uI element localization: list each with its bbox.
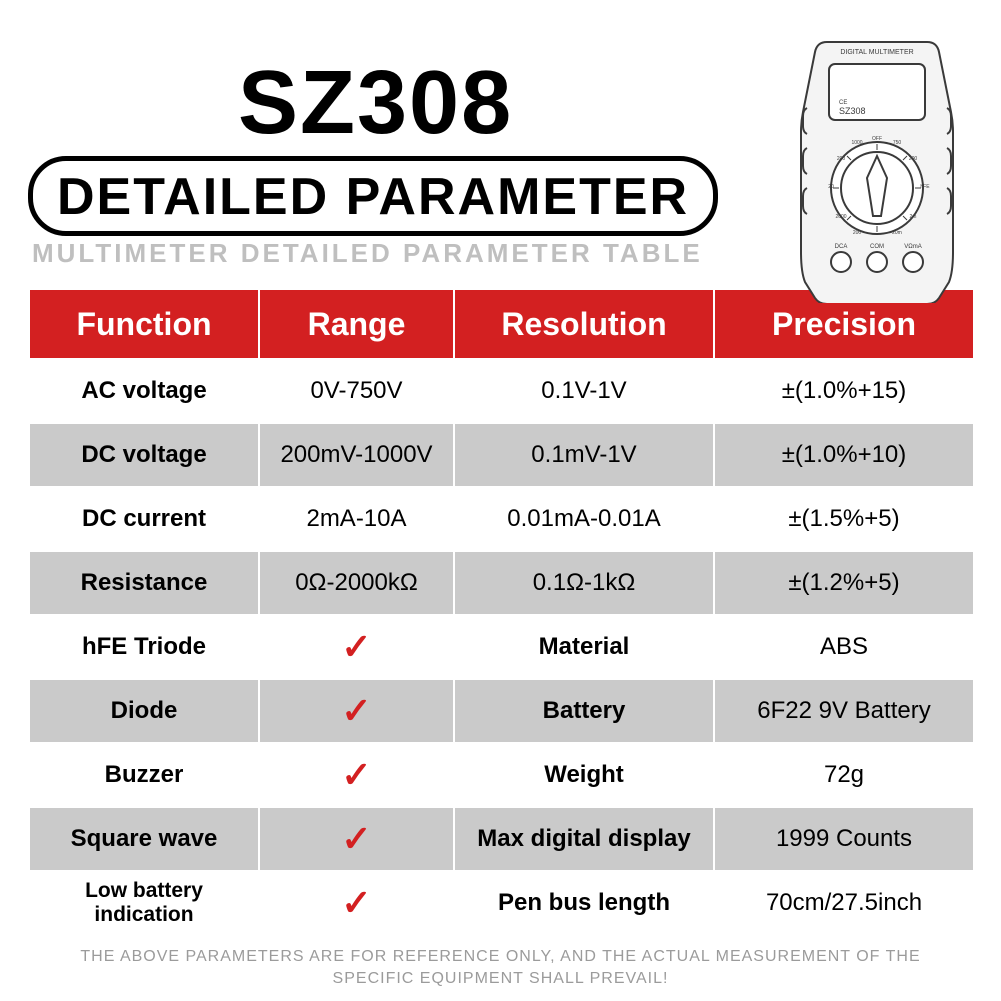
table-row: DC voltage 200mV-1000V 0.1mV-1V ±(1.0%+1… — [29, 423, 974, 487]
svg-text:COM: COM — [870, 244, 884, 250]
svg-text:200: 200 — [837, 156, 846, 162]
header: SZ308 DETAILED PARAMETER MULTIMETER DETA… — [28, 28, 973, 288]
svg-text:200: 200 — [909, 156, 918, 162]
cell-precision: ±(1.0%+15) — [714, 359, 974, 423]
svg-text:VΩmA: VΩmA — [904, 244, 922, 250]
checkmark-icon: ✓ — [341, 690, 371, 731]
svg-text:OFF: OFF — [872, 136, 882, 142]
cell-resolution-label: Battery — [454, 679, 714, 743]
svg-text:750: 750 — [893, 140, 902, 146]
cell-precision: 70cm/27.5inch — [714, 871, 974, 935]
cell-range: 0V-750V — [259, 359, 454, 423]
table-row: Resistance 0Ω-2000kΩ 0.1Ω-1kΩ ±(1.2%+5) — [29, 551, 974, 615]
title-pill: DETAILED PARAMETER — [28, 156, 718, 236]
svg-text:CE: CE — [839, 100, 847, 106]
cell-precision: 72g — [714, 743, 974, 807]
table-row: Buzzer ✓ Weight 72g — [29, 743, 974, 807]
table-row: DC current 2mA-10A 0.01mA-0.01A ±(1.5%+5… — [29, 487, 974, 551]
cell-function: Square wave — [29, 807, 259, 871]
checkmark-icon: ✓ — [341, 754, 371, 795]
svg-text:1000: 1000 — [851, 140, 862, 146]
cell-function: DC current — [29, 487, 259, 551]
cell-range: ✓ — [259, 743, 454, 807]
table-row: Low battery indication ✓ Pen bus length … — [29, 871, 974, 935]
checkmark-icon: ✓ — [341, 882, 371, 923]
svg-text:200: 200 — [853, 230, 862, 236]
cell-range: ✓ — [259, 679, 454, 743]
cell-resolution-label: Material — [454, 615, 714, 679]
cell-range: ✓ — [259, 807, 454, 871]
table-row: hFE Triode ✓ Material ABS — [29, 615, 974, 679]
cell-range: ✓ — [259, 615, 454, 679]
cell-resolution-label: Pen bus length — [454, 871, 714, 935]
svg-text:2m: 2m — [910, 214, 917, 220]
cell-function: AC voltage — [29, 359, 259, 423]
parameter-table: Function Range Resolution Precision AC v… — [28, 288, 975, 936]
cell-range: 0Ω-2000kΩ — [259, 551, 454, 615]
table-row: Diode ✓ Battery 6F22 9V Battery — [29, 679, 974, 743]
cell-precision: 1999 Counts — [714, 807, 974, 871]
cell-function: DC voltage — [29, 423, 259, 487]
cell-resolution: 0.1mV-1V — [454, 423, 714, 487]
cell-range: ✓ — [259, 871, 454, 935]
page: SZ308 DETAILED PARAMETER MULTIMETER DETA… — [0, 0, 1001, 1001]
cell-resolution: 0.1V-1V — [454, 359, 714, 423]
svg-text:2000: 2000 — [835, 214, 846, 220]
svg-text:20: 20 — [828, 184, 834, 190]
cell-resolution: 0.1Ω-1kΩ — [454, 551, 714, 615]
title-pill-label: DETAILED PARAMETER — [57, 168, 689, 226]
cell-precision: ABS — [714, 615, 974, 679]
checkmark-icon: ✓ — [341, 818, 371, 859]
svg-text:hFE: hFE — [920, 184, 930, 190]
cell-range: 200mV-1000V — [259, 423, 454, 487]
cell-function: Resistance — [29, 551, 259, 615]
cell-function: Low battery indication — [29, 871, 259, 935]
footnote: THE ABOVE PARAMETERS ARE FOR REFERENCE O… — [28, 946, 973, 989]
table-row: AC voltage 0V-750V 0.1V-1V ±(1.0%+15) — [29, 359, 974, 423]
table-body: AC voltage 0V-750V 0.1V-1V ±(1.0%+15) DC… — [29, 359, 974, 935]
cell-resolution: 0.01mA-0.01A — [454, 487, 714, 551]
device-top-label: DIGITAL MULTIMETER — [840, 49, 913, 56]
col-header-resolution: Resolution — [454, 289, 714, 359]
cell-precision: ±(1.0%+10) — [714, 423, 974, 487]
cell-resolution-label: Weight — [454, 743, 714, 807]
svg-text:DCA: DCA — [835, 244, 848, 250]
cell-precision: 6F22 9V Battery — [714, 679, 974, 743]
checkmark-icon: ✓ — [341, 626, 371, 667]
device-model-label: SZ308 — [839, 106, 866, 116]
table-row: Square wave ✓ Max digital display 1999 C… — [29, 807, 974, 871]
cell-function: hFE Triode — [29, 615, 259, 679]
cell-resolution-label: Max digital display — [454, 807, 714, 871]
multimeter-illustration: DIGITAL MULTIMETER SZ308 CE — [797, 38, 957, 303]
cell-precision: ±(1.5%+5) — [714, 487, 974, 551]
col-header-range: Range — [259, 289, 454, 359]
cell-range: 2mA-10A — [259, 487, 454, 551]
col-header-function: Function — [29, 289, 259, 359]
cell-function: Diode — [29, 679, 259, 743]
subtitle: MULTIMETER DETAILED PARAMETER TABLE — [32, 238, 703, 269]
svg-text:20m: 20m — [892, 230, 902, 236]
cell-precision: ±(1.2%+5) — [714, 551, 974, 615]
product-title: SZ308 — [238, 52, 513, 155]
cell-function: Buzzer — [29, 743, 259, 807]
